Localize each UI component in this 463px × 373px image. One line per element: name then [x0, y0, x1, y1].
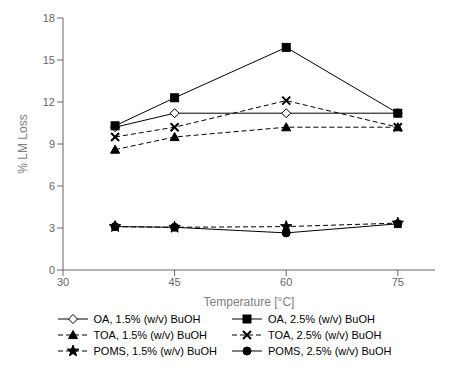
html-text:OA, 2.5% (w/v) BuOH: OA, 2.5% (w/v) BuOH [268, 313, 375, 325]
svg-text:18: 18 [43, 12, 55, 24]
svg-text:9: 9 [49, 138, 55, 150]
svg-text:3: 3 [49, 222, 55, 234]
svg-text:12: 12 [43, 96, 55, 108]
html-text:POMS, 2.5% (w/v) BuOH: POMS, 2.5% (w/v) BuOH [268, 345, 392, 357]
svg-text:60: 60 [280, 276, 292, 288]
svg-text:75: 75 [392, 276, 404, 288]
svg-text:Temperature [°C]: Temperature [°C] [204, 295, 295, 309]
svg-text:6: 6 [49, 180, 55, 192]
svg-text:% LM Loss: % LM Loss [16, 114, 30, 173]
html-text:TOA, 2.5% (w/v) BuOH: TOA, 2.5% (w/v) BuOH [268, 329, 382, 341]
svg-text:15: 15 [43, 54, 55, 66]
html-text:TOA, 1.5% (w/v) BuOH: TOA, 1.5% (w/v) BuOH [93, 329, 207, 341]
svg-text:30: 30 [57, 276, 69, 288]
html-text:POMS, 1.5% (w/v) BuOH: POMS, 1.5% (w/v) BuOH [93, 345, 217, 357]
svg-text:45: 45 [168, 276, 180, 288]
svg-text:0: 0 [49, 264, 55, 276]
html-text:OA, 1.5% (w/v) BuOH: OA, 1.5% (w/v) BuOH [93, 313, 201, 325]
